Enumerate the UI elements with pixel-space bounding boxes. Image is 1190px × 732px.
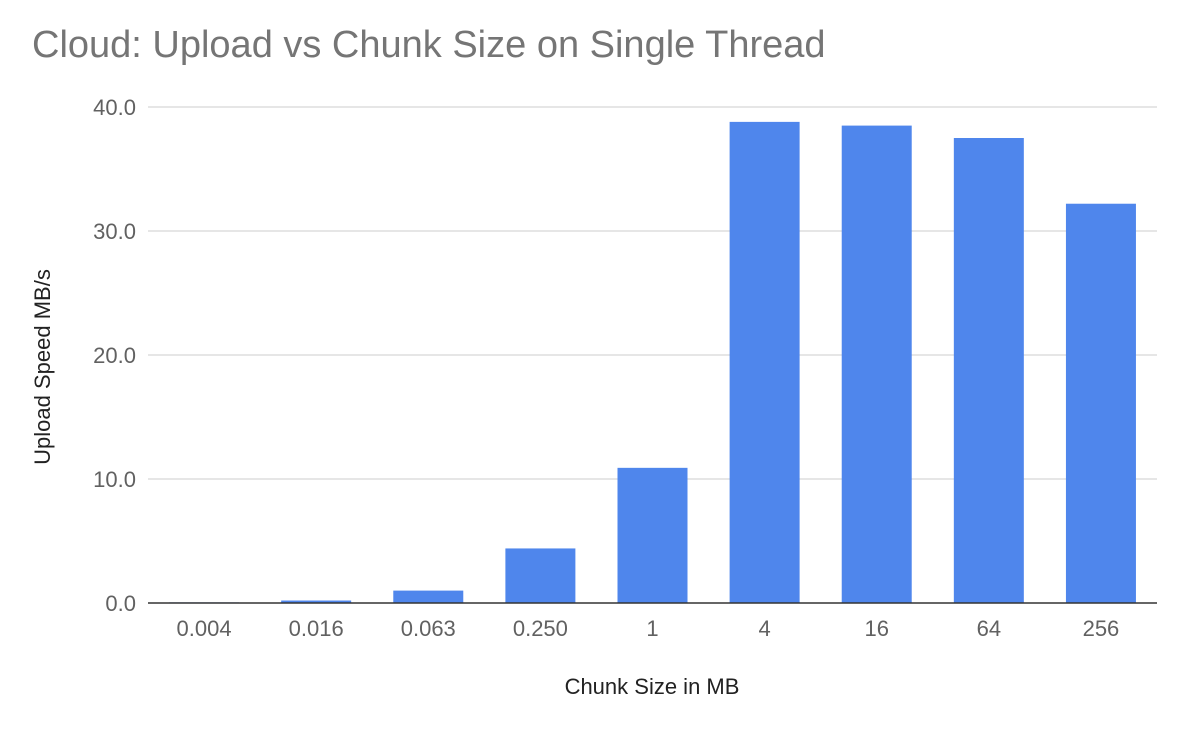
x-tick-label: 256 xyxy=(1083,616,1120,641)
y-tick-label: 40.0 xyxy=(93,95,136,120)
x-tick-label: 16 xyxy=(864,616,888,641)
x-tick-label: 64 xyxy=(977,616,1001,641)
bar-16 xyxy=(841,125,912,603)
tick-labels: 0.0 10.0 20.0 30.0 40.0 0.004 0.016 0.063 0.250 1… xyxy=(93,95,1119,641)
bar-0.016 xyxy=(281,600,352,603)
x-tick-label: 0.250 xyxy=(513,616,568,641)
bar-64 xyxy=(953,138,1024,603)
y-axis-title: Upload Speed MB/s xyxy=(30,269,55,465)
x-tick-label: 0.016 xyxy=(289,616,344,641)
y-tick-label: 10.0 xyxy=(93,467,136,492)
bars xyxy=(169,121,1136,603)
y-tick-label: 0.0 xyxy=(105,591,136,616)
y-tick-label: 30.0 xyxy=(93,219,136,244)
bar-256 xyxy=(1065,203,1136,603)
x-tick-label: 0.004 xyxy=(177,616,232,641)
x-axis-title: Chunk Size in MB xyxy=(565,674,740,699)
x-tick-label: 4 xyxy=(758,616,770,641)
bar-1 xyxy=(617,467,688,603)
x-tick-label: 0.063 xyxy=(401,616,456,641)
bar-0.250 xyxy=(505,548,576,603)
bar-4 xyxy=(729,121,800,603)
bar-0.063 xyxy=(393,590,464,603)
y-tick-label: 20.0 xyxy=(93,343,136,368)
chart-title: Cloud: Upload vs Chunk Size on Single Th… xyxy=(32,24,826,66)
x-tick-label: 1 xyxy=(646,616,658,641)
